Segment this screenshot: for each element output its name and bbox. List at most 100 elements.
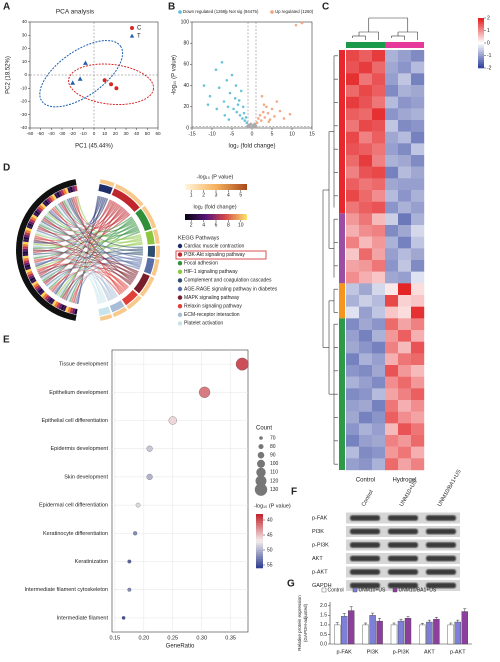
heatmap-cell bbox=[359, 155, 373, 167]
gene-segment bbox=[25, 227, 32, 232]
heatmap-cell bbox=[372, 446, 386, 459]
heatmap-cell bbox=[359, 61, 373, 74]
bar bbox=[348, 610, 355, 645]
legend-label: C bbox=[137, 26, 142, 32]
heatmap-cell bbox=[398, 213, 412, 226]
heatmap-cell bbox=[385, 271, 399, 284]
point bbox=[232, 107, 235, 111]
gene-segment bbox=[27, 222, 34, 228]
gene-segment bbox=[47, 297, 54, 304]
gene-segment bbox=[37, 288, 44, 294]
point bbox=[239, 89, 243, 93]
point bbox=[288, 112, 292, 116]
heatmap-cell bbox=[359, 376, 373, 389]
heatmap-cell bbox=[359, 248, 373, 261]
point bbox=[261, 110, 265, 114]
heatmap-cell bbox=[411, 446, 425, 459]
heatmap-cell bbox=[398, 201, 412, 214]
gene-segment bbox=[26, 225, 33, 230]
pathway-outer-ring bbox=[114, 183, 144, 207]
colorbar bbox=[185, 184, 247, 190]
heatmap-cell bbox=[398, 400, 412, 412]
heatmap-cell bbox=[359, 400, 373, 412]
lane-label: Control bbox=[361, 489, 375, 507]
band bbox=[388, 528, 418, 535]
heatmap-cell bbox=[359, 166, 373, 179]
y-axis-label: PC2 (18.52%) bbox=[6, 56, 12, 94]
ribbon bbox=[42, 222, 137, 282]
heatmap-cell bbox=[372, 435, 386, 447]
point bbox=[245, 121, 249, 124]
gene-segment bbox=[22, 243, 29, 247]
point bbox=[235, 110, 239, 114]
gene-segment bbox=[30, 216, 37, 222]
bar bbox=[376, 620, 383, 645]
heatmap-cell bbox=[398, 376, 412, 389]
heatmap-cell bbox=[398, 225, 412, 237]
heatmap-cell bbox=[372, 248, 386, 261]
gene-segment bbox=[67, 306, 72, 313]
heatmap-cell bbox=[372, 166, 386, 179]
size-legend-marker bbox=[257, 451, 265, 459]
row-label: p-PI3K bbox=[312, 542, 329, 548]
y-tick-label: 2.0 bbox=[320, 603, 327, 609]
point bbox=[83, 60, 88, 65]
heatmap-cell bbox=[411, 271, 425, 284]
heatmap-cell bbox=[385, 318, 399, 331]
colorbar-swatch bbox=[256, 561, 263, 564]
colorbar-swatch bbox=[478, 62, 484, 65]
heatmap-cell bbox=[398, 306, 412, 319]
heatmap-cell bbox=[359, 435, 373, 447]
x-tick-label: 0.30 bbox=[196, 635, 207, 641]
y-tick-label: Keratinocyte differentiation bbox=[43, 531, 108, 537]
gene-segment bbox=[58, 190, 63, 197]
gene-segment bbox=[23, 262, 30, 266]
y-tick-label: Intermediate filament cytoskeleton bbox=[25, 587, 108, 593]
gene-segment bbox=[53, 301, 59, 308]
row-label: AKT bbox=[312, 556, 323, 562]
legend-title: -log₁₀ (P value) bbox=[254, 503, 291, 509]
heatmap-cell bbox=[411, 213, 425, 226]
y-tick-label: 80 bbox=[183, 41, 189, 47]
heatmap-cell bbox=[411, 365, 425, 377]
heatmap-cell bbox=[346, 108, 360, 121]
gene-segment bbox=[39, 204, 45, 211]
gene-segment bbox=[33, 212, 39, 218]
legend-label: 100 bbox=[270, 461, 279, 467]
plot-frame bbox=[111, 349, 249, 633]
point bbox=[243, 119, 247, 122]
ribbon bbox=[65, 252, 143, 301]
band bbox=[388, 555, 418, 562]
heatmap-cell bbox=[372, 376, 386, 389]
band bbox=[388, 542, 418, 548]
heatmap-cell bbox=[385, 400, 399, 412]
colorbar-label: 10 bbox=[238, 222, 244, 228]
heatmap-cell bbox=[411, 353, 425, 366]
heatmap-cell bbox=[398, 446, 412, 459]
y-axis-label: Relative protein expression bbox=[297, 595, 302, 651]
legend-label: Platelet activation bbox=[184, 321, 223, 327]
point bbox=[233, 97, 237, 100]
row-label: GAPDH bbox=[312, 583, 332, 589]
point bbox=[222, 100, 226, 103]
heatmap-cell bbox=[359, 271, 373, 284]
pathway-outer-ring bbox=[126, 295, 142, 310]
heatmap-cell bbox=[372, 96, 386, 109]
heatmap-cell bbox=[346, 376, 360, 389]
heatmap-cell bbox=[411, 166, 425, 179]
y-tick-label: 40 bbox=[22, 19, 28, 24]
colorbar-swatch bbox=[256, 547, 263, 551]
colorbar-swatch bbox=[256, 563, 263, 567]
heatmap-cell bbox=[359, 190, 373, 202]
group-bar bbox=[346, 42, 385, 48]
heatmap-cell bbox=[398, 131, 412, 144]
heatmap-cell bbox=[372, 85, 386, 97]
gene-segment bbox=[40, 202, 47, 209]
colorbar-title: -log₁₀ (P value) bbox=[197, 174, 234, 180]
heatmap-cell bbox=[398, 178, 412, 191]
heatmap-cell bbox=[359, 108, 373, 121]
legend-label: Cardiac muscle contraction bbox=[184, 243, 245, 249]
gene-segment bbox=[71, 185, 76, 192]
x-tick-label: AKT bbox=[424, 649, 435, 655]
gene-segment bbox=[44, 294, 50, 301]
